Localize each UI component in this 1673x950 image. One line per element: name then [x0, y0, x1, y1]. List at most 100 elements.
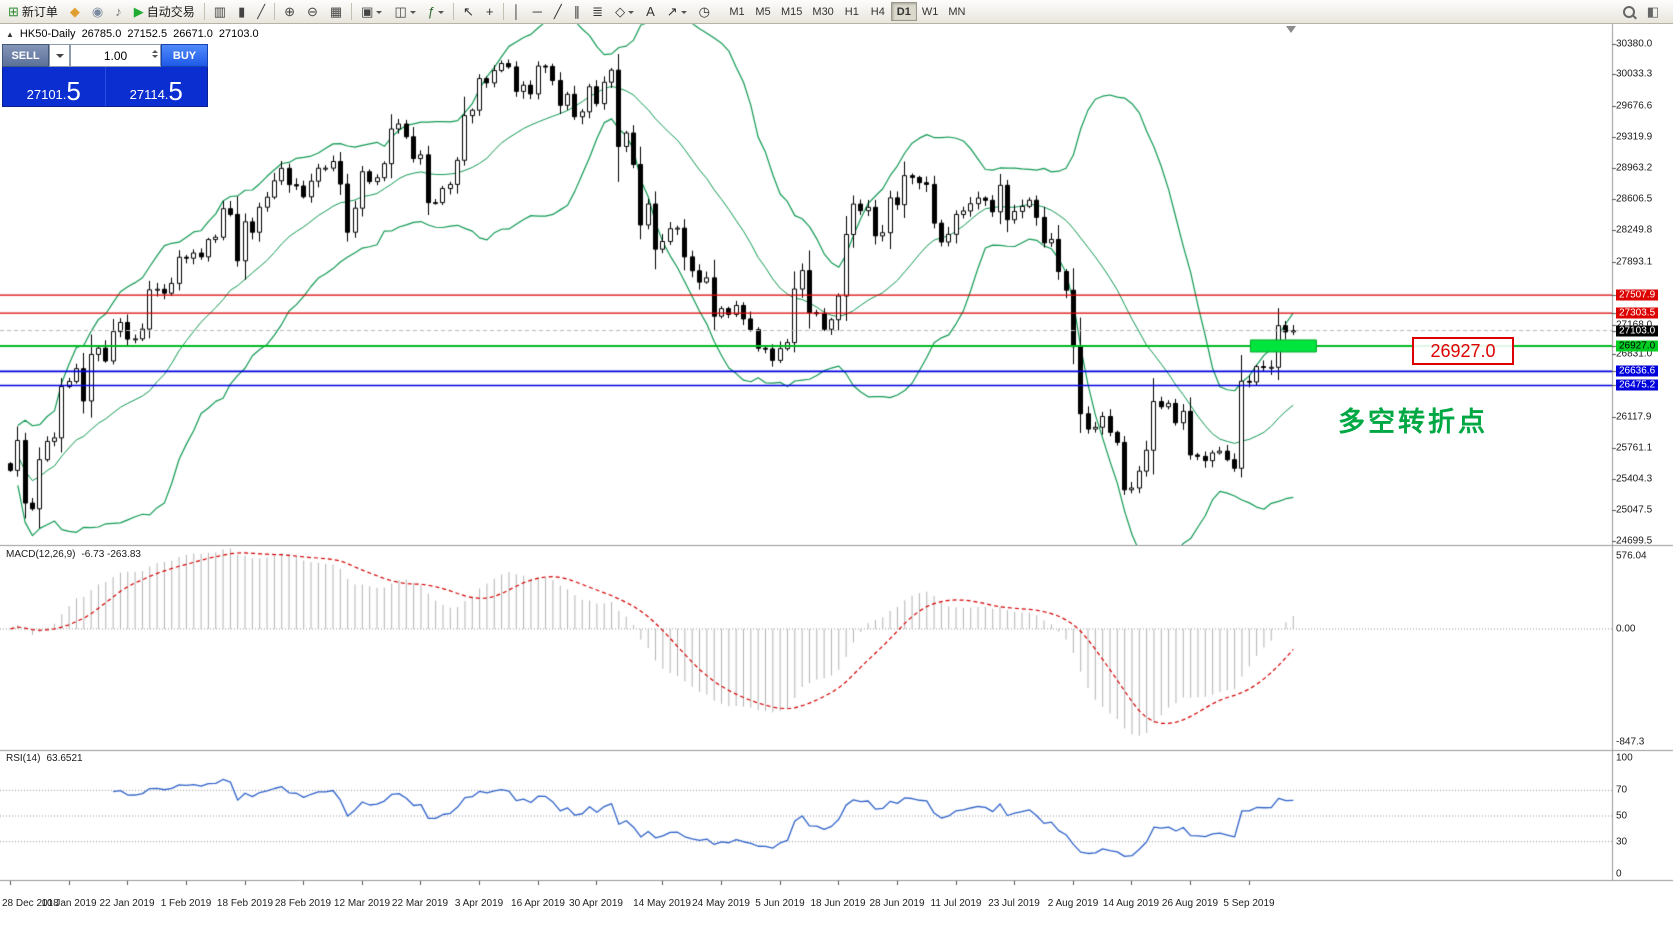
bid-main-digits: 27101. — [26, 86, 67, 102]
candlestick-chart-button[interactable]: ▮ — [233, 2, 250, 22]
rsi-indicator-label: RSI(14) 63.6521 — [6, 753, 83, 764]
arrows-button[interactable]: ↗ — [662, 2, 692, 22]
crosshair-button[interactable]: + — [481, 2, 499, 22]
alerts-icon: ♪ — [115, 4, 122, 19]
price-callout-box: 26927.0 — [1412, 337, 1514, 365]
timeframe-m5-button[interactable]: M5 — [750, 2, 776, 21]
fibonacci-button[interactable]: ≣ — [587, 2, 608, 22]
zoom-out-button[interactable]: ⊖ — [302, 2, 323, 22]
sell-button[interactable]: SELL — [2, 44, 49, 67]
text-button[interactable]: A — [641, 2, 660, 22]
macd-indicator-label: MACD(12,26,9) -6.73 -263.83 — [6, 549, 141, 560]
zoom-in-button[interactable]: ⊕ — [279, 2, 300, 22]
fibonacci-icon: ≣ — [592, 4, 604, 19]
line-chart-button[interactable]: ╱ — [252, 2, 270, 22]
bar-chart-button[interactable]: ▥ — [209, 2, 231, 22]
new-chart-button[interactable]: ▣ — [356, 2, 387, 22]
indicators-button[interactable]: ƒ — [423, 2, 449, 22]
horizontal-line-button[interactable]: ─ — [528, 2, 547, 22]
chart-shift-marker[interactable] — [1286, 26, 1296, 33]
quick-panel-icon: ◧ — [1646, 4, 1659, 19]
bar-chart-icon: ▥ — [213, 4, 227, 19]
toolbar: ⊞ 新订单 ◆ ◉ ♪ ▶ 自动交易 ▥ ▮ ╱ ⊕ ⊖ ▦ ▣ ◫ ƒ ↖ + │ ─ ╱ ∥ ≣ ◇ A ↗ ◷ M1 M5 M15… — [0, 0, 1673, 24]
caret-down-icon — [680, 10, 687, 17]
caret-down-icon — [55, 53, 64, 62]
zoom-in-icon: ⊕ — [284, 4, 295, 19]
timeframe-w1-button[interactable]: W1 — [917, 2, 944, 21]
text-icon: A — [646, 4, 655, 19]
ohlc-open: 26785.0 — [81, 28, 122, 40]
ohlc-low: 26671.0 — [173, 28, 213, 40]
vertical-line-button[interactable]: │ — [508, 2, 526, 22]
candlestick-chart-icon: ▮ — [238, 4, 246, 19]
toolbar-separator — [502, 3, 504, 20]
timeframe-h4-button[interactable]: H4 — [865, 2, 891, 21]
mql-market-button[interactable]: ◆ — [65, 2, 85, 22]
timeframe-m1-button[interactable]: M1 — [724, 2, 750, 21]
trendline-button[interactable]: ╱ — [549, 2, 567, 22]
rsi-value: 63.6521 — [46, 753, 83, 764]
ask-main-digits: 27114. — [129, 86, 169, 102]
shapes-button[interactable]: ◇ — [610, 2, 639, 22]
equidistant-channel-button[interactable]: ∥ — [569, 2, 586, 22]
timeframe-m30-button[interactable]: M30 — [807, 2, 838, 21]
crosshair-icon: + — [485, 4, 494, 19]
profile-icon: ◉ — [91, 4, 104, 19]
timeframe-mn-button[interactable]: MN — [943, 2, 970, 21]
toolbar-separator — [274, 3, 276, 20]
cycle-lines-icon: ◷ — [698, 4, 710, 19]
caret-down-icon — [409, 10, 416, 17]
bid-price[interactable]: 27101. 5 — [3, 67, 106, 106]
toolbar-right-icons: ◧ — [1617, 2, 1665, 22]
toolbar-button-groups: ⊞ 新订单 ◆ ◉ ♪ ▶ 自动交易 ▥ ▮ ╱ ⊕ ⊖ ▦ ▣ ◫ ƒ ↖ + │ ─ ╱ ∥ ≣ ◇ A ↗ ◷ — [0, 2, 716, 22]
profile-button[interactable]: ◉ — [87, 2, 108, 22]
volume-dropdown-button[interactable] — [49, 44, 70, 67]
cursor-button[interactable]: ↖ — [458, 2, 479, 22]
ask-price[interactable]: 27114. 5 — [106, 67, 208, 106]
mql-market-icon: ◆ — [69, 4, 80, 19]
arrows-icon: ↗ — [666, 4, 678, 19]
zoom-out-icon: ⊖ — [306, 4, 318, 19]
chart-profiles-button[interactable]: ◫ — [389, 2, 420, 22]
one-click-trading-panel: SELL 1.00 BUY 27101. 5 27114. 5 — [2, 44, 208, 107]
volume-value: 1.00 — [103, 48, 128, 63]
auto-trading-label: 自动交易 — [146, 5, 195, 19]
bid-big-digit: 5 — [66, 76, 81, 107]
new-order-label: 新订单 — [21, 5, 58, 19]
new-order-button[interactable]: ⊞ 新订单 — [3, 2, 63, 22]
toolbar-separator — [453, 3, 454, 20]
timeframe-h1-button[interactable]: H1 — [839, 2, 865, 21]
alerts-button[interactable]: ♪ — [110, 2, 127, 22]
auto-trading-button[interactable]: ▶ 自动交易 — [129, 2, 200, 22]
new-chart-icon: ▣ — [361, 4, 374, 19]
step-up-icon — [152, 47, 158, 53]
macd-name: MACD(12,26,9) — [6, 549, 76, 560]
indicators-icon: ƒ — [427, 4, 435, 19]
timeframe-m15-button[interactable]: M15 — [776, 2, 807, 21]
ohlc-high: 27152.5 — [127, 28, 168, 40]
shapes-icon: ◇ — [615, 4, 626, 19]
chart-profiles-icon: ◫ — [394, 4, 407, 19]
step-down-icon — [152, 55, 158, 61]
cycle-lines-button[interactable]: ◷ — [694, 2, 715, 22]
caret-down-icon — [438, 10, 444, 17]
one-click-toggle-icon[interactable]: ▲ — [6, 29, 14, 39]
new-order-icon: ⊞ — [8, 4, 19, 19]
quick-panel-button[interactable]: ◧ — [1642, 2, 1664, 22]
line-chart-icon: ╱ — [257, 4, 266, 19]
symbol-name: HK50-Daily — [19, 28, 76, 40]
caret-down-icon — [376, 10, 383, 17]
buy-button[interactable]: BUY — [161, 44, 208, 67]
volume-stepper[interactable] — [152, 47, 158, 61]
tile-windows-button[interactable]: ▦ — [325, 2, 347, 22]
search-icon — [1622, 5, 1635, 18]
search-button[interactable] — [1618, 2, 1640, 22]
timeframe-buttons: M1 M5 M15 M30 H1 H4 D1 W1 MN — [724, 2, 970, 21]
caret-down-icon — [628, 10, 635, 17]
volume-input[interactable]: 1.00 — [70, 44, 161, 67]
rsi-name: RSI(14) — [6, 753, 41, 764]
ohlc-close: 27103.0 — [218, 28, 259, 40]
timeframe-d1-button[interactable]: D1 — [890, 2, 917, 21]
